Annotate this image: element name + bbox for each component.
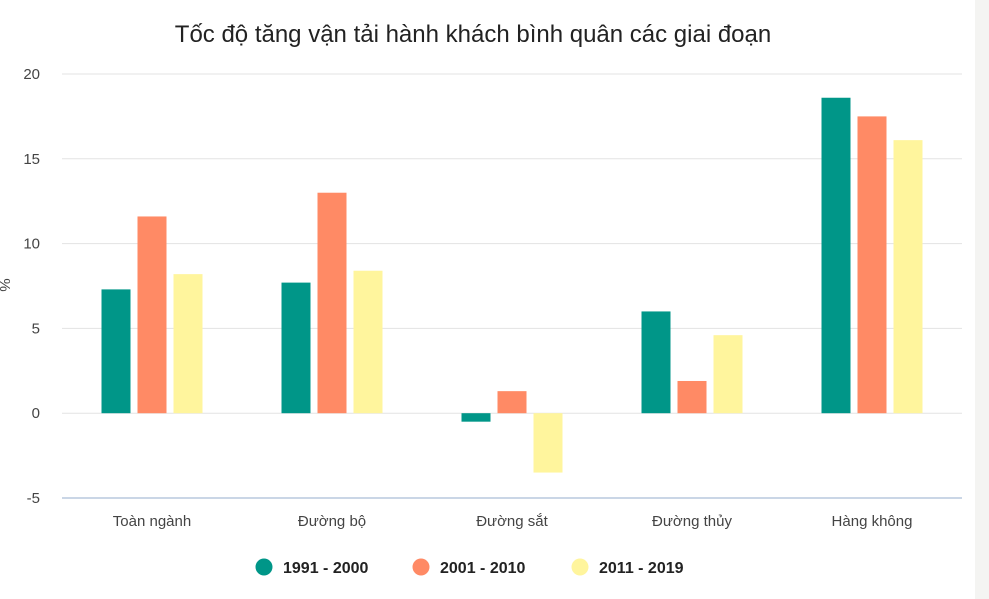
legend-marker [412,558,430,576]
legend-marker [571,558,589,576]
bar [281,282,311,414]
y-tick-label: 15 [23,151,40,168]
x-tick-label: Đường bộ [298,513,366,530]
legend-label: 2001 - 2010 [440,560,526,577]
bar [821,97,851,414]
bar [497,391,527,414]
legend-label: 2011 - 2019 [599,560,684,577]
legend-marker [255,558,273,576]
y-tick-label: 20 [23,66,40,83]
bar [137,216,167,414]
bar [317,192,347,414]
page-edge [975,0,989,599]
bar [677,380,707,414]
bar [173,274,203,414]
bars [101,97,923,473]
chart-title: Tốc độ tăng vận tải hành khách bình quân… [175,21,771,48]
x-axis-labels: Toàn ngành Đường bộ Đường sắt Đường thủy Hàn… [113,513,913,530]
legend-label: 1991 - 2000 [283,560,369,577]
legend: 1991 - 2000 2001 - 2010 2011 - 2019 [255,558,684,577]
bar [461,413,491,422]
bar [713,335,743,414]
x-tick-label: Hàng không [832,513,913,530]
bar [893,140,923,414]
y-tick-label: 0 [32,405,40,422]
bar [641,311,671,414]
bar [353,270,383,414]
y-tick-label: -5 [27,490,40,507]
y-tick-label: 5 [32,320,40,337]
y-axis-ticks: -5 0 5 10 15 20 [23,66,40,507]
bar [533,413,563,473]
y-tick-label: 10 [23,236,40,253]
y-axis-label: % [0,278,13,291]
x-tick-label: Đường sắt [476,513,548,530]
x-tick-label: Toàn ngành [113,513,191,530]
x-tick-label: Đường thủy [652,513,732,530]
bar [857,116,887,414]
bar [101,289,131,414]
